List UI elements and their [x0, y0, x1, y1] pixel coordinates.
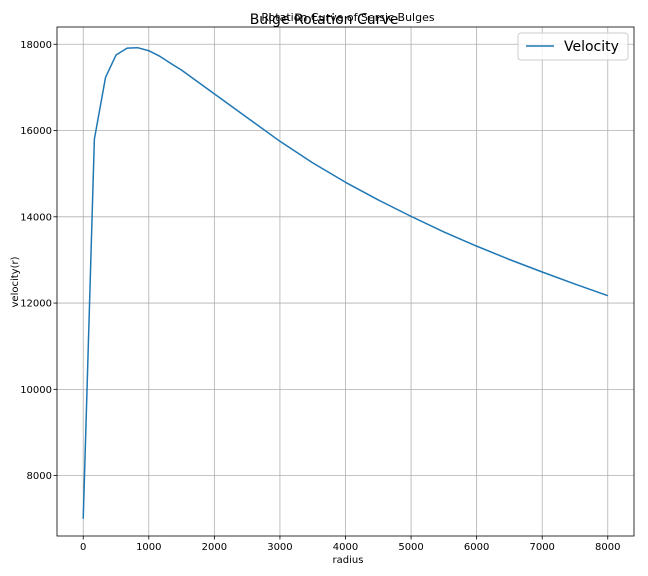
y-tick-label: 18000 [20, 40, 52, 51]
y-tick-label: 10000 [20, 385, 52, 396]
series-line-velocity [82, 46, 609, 519]
y-tick-label: 8000 [27, 471, 52, 482]
plot-lines [82, 46, 609, 519]
y-axis-label: velocity(r) [10, 256, 21, 307]
x-tick-label: 5000 [398, 542, 423, 553]
x-tick-label: 4000 [333, 542, 358, 553]
x-tick-label: 2000 [202, 542, 227, 553]
y-tick-label: 12000 [20, 299, 52, 310]
chart-subtitle: Rotation Curve of Sersic Bulges [261, 11, 434, 24]
legend-box [517, 32, 629, 61]
y-tick-label: 16000 [20, 126, 52, 137]
legend: Velocity [517, 32, 629, 61]
x-tick-label: 8000 [595, 542, 620, 553]
grid [57, 27, 634, 536]
x-tick-label: 3000 [267, 542, 292, 553]
x-tick-label: 7000 [529, 542, 554, 553]
x-axis-label: radius [333, 555, 364, 566]
y-tick-label: 14000 [20, 212, 52, 223]
legend-label-velocity: Velocity [564, 39, 619, 55]
x-tick-label: 0 [80, 542, 86, 553]
chart-title: Bulge Rotation Curve [250, 12, 399, 28]
x-tick-label: 1000 [136, 542, 161, 553]
x-tick-label: 6000 [464, 542, 489, 553]
axis-ticks: 0 1000 2000 3000 4000 5000 6000 7000 8000 8000 100… [20, 40, 620, 553]
